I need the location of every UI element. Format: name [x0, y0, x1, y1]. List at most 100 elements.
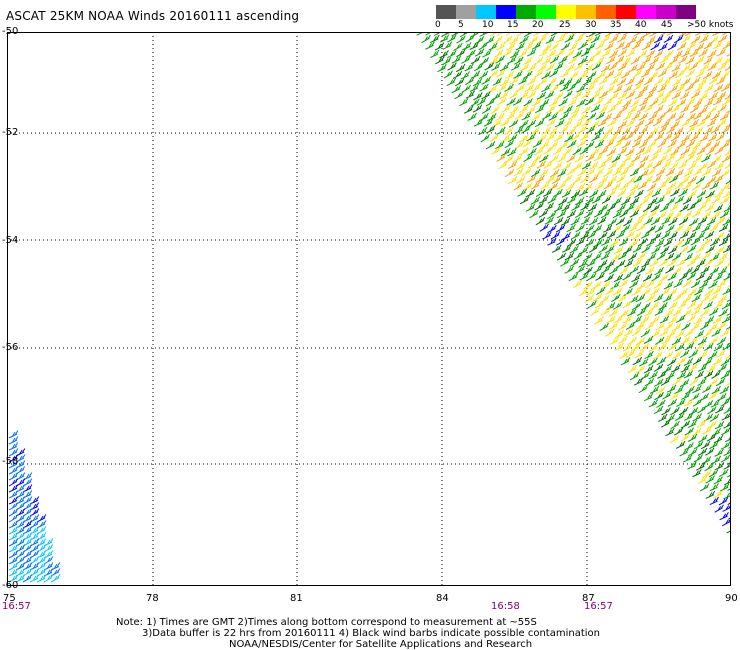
wind-barb	[548, 126, 558, 135]
wind-barb	[685, 56, 695, 65]
wind-barb	[636, 62, 646, 71]
wind-barb	[641, 302, 651, 311]
wind-barb	[702, 469, 712, 478]
wind-barb	[616, 161, 627, 170]
wind-barb	[591, 195, 602, 204]
wind-barb	[652, 160, 663, 169]
wind-barb	[646, 238, 656, 247]
wind-barb	[585, 224, 595, 233]
wind-barb	[491, 62, 501, 71]
wind-barb	[728, 216, 731, 219]
wind-barb	[594, 126, 605, 135]
wind-barb	[642, 203, 653, 213]
wind-barb	[524, 84, 534, 93]
wind-barb	[717, 104, 727, 113]
wind-barb	[682, 279, 692, 288]
wind-barb	[658, 301, 668, 311]
wind-barb	[437, 63, 447, 73]
wind-barb	[561, 203, 571, 212]
wind-barb	[536, 160, 546, 169]
wind-barb	[662, 175, 672, 184]
wind-barb	[8, 472, 19, 481]
wind-barb	[496, 153, 506, 162]
wind-barb	[639, 98, 649, 107]
wind-barb	[685, 153, 695, 162]
wind-barb	[707, 49, 717, 58]
wind-barb	[678, 55, 688, 64]
wind-barb	[649, 98, 659, 107]
wind-barb	[495, 55, 505, 64]
wind-barb	[517, 49, 528, 58]
wind-barb	[538, 195, 549, 204]
wind-barb	[698, 162, 709, 171]
wind-barb	[616, 203, 627, 212]
wind-barb	[622, 154, 632, 163]
wind-barb	[704, 315, 715, 324]
wind-barb	[590, 34, 601, 44]
wind-barb	[709, 482, 719, 492]
wind-barb	[670, 188, 680, 197]
wind-barb	[596, 286, 606, 295]
wind-barb	[663, 62, 674, 71]
wind-barb	[604, 70, 615, 79]
wind-barb	[560, 217, 571, 226]
wind-barb	[583, 182, 593, 191]
wind-barb	[678, 288, 688, 297]
wind-barb	[504, 154, 514, 164]
wind-barb	[631, 139, 642, 148]
wind-barb	[592, 293, 603, 302]
wind-barb	[682, 309, 692, 318]
wind-barb	[702, 357, 713, 366]
wind-barb	[580, 231, 590, 240]
wind-barb	[690, 322, 701, 331]
wind-barb	[616, 174, 626, 183]
wind-barb	[479, 83, 489, 92]
wind-barb	[693, 167, 703, 176]
wind-barb	[611, 253, 621, 262]
wind-barb	[694, 287, 704, 296]
wind-barb	[618, 335, 628, 344]
wind-barb	[645, 293, 656, 303]
wind-barb	[639, 358, 649, 367]
wind-barb	[695, 175, 706, 185]
wind-barb	[614, 342, 625, 351]
wind-barb	[685, 97, 696, 106]
wind-barb	[531, 98, 542, 107]
wind-barb	[560, 42, 571, 51]
legend-swatch-10	[636, 5, 656, 19]
wind-barb	[553, 188, 563, 198]
wind-barb	[665, 197, 676, 206]
wind-barb	[481, 76, 491, 85]
wind-barb	[708, 350, 718, 360]
wind-barb	[514, 56, 524, 65]
wind-barb	[633, 217, 644, 226]
wind-barb	[547, 224, 557, 234]
wind-barb	[569, 70, 579, 79]
wind-barb	[557, 181, 567, 190]
wind-barb	[659, 273, 669, 282]
wind-barb	[552, 161, 563, 171]
wind-barb	[594, 182, 604, 191]
wind-barb	[703, 274, 713, 283]
wind-barb	[556, 154, 567, 163]
wind-barb	[467, 112, 477, 121]
wind-barb	[572, 50, 583, 59]
wind-barb	[685, 386, 695, 395]
wind-barb	[618, 237, 629, 247]
wind-barb	[682, 224, 693, 233]
wind-barb	[675, 314, 686, 323]
wind-barb	[706, 160, 717, 169]
wind-barb	[702, 329, 712, 339]
wind-barb	[560, 69, 570, 78]
wind-barb	[525, 203, 536, 212]
wind-barb	[686, 244, 697, 253]
wind-barb	[715, 216, 726, 225]
wind-barb	[591, 62, 602, 71]
wind-barb	[619, 350, 629, 360]
wind-barb	[636, 251, 647, 260]
wind-barb	[680, 433, 690, 442]
wind-barb	[687, 175, 698, 184]
wind-barb	[526, 63, 537, 72]
wind-barb	[705, 475, 715, 484]
wind-barb	[451, 85, 462, 94]
